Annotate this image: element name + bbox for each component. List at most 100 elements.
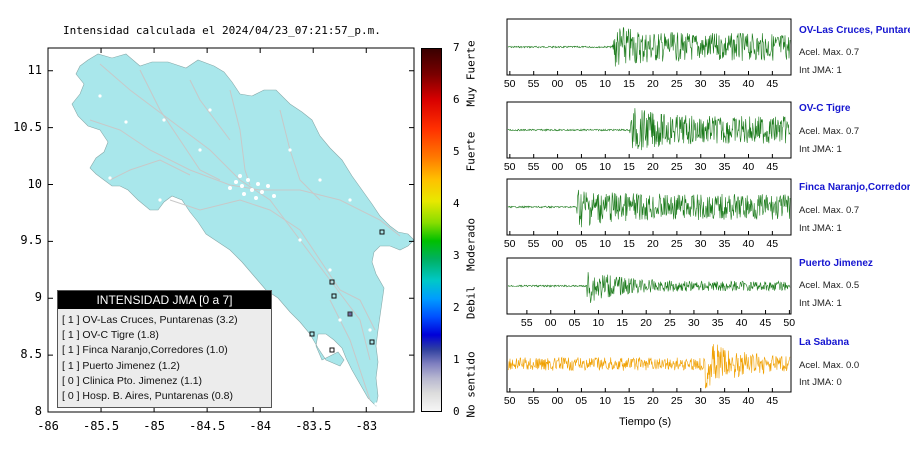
waveform-tick-label: 20 [647, 78, 659, 90]
colorbar-value: 4 [453, 197, 460, 210]
waveform-tick-label: 25 [670, 238, 683, 250]
colorbar-value: 0 [453, 405, 460, 418]
waveform-tick-label: 45 [766, 395, 779, 407]
city-dots [98, 94, 378, 406]
waveform-tick-label: 05 [568, 317, 581, 329]
legend-row: [ 1 ] Puerto Jimenez (1.2) [62, 359, 180, 372]
waveform-trace [507, 189, 791, 228]
map-y-tick-label: 9 [34, 290, 42, 305]
map-x-tick-label: -85.5 [83, 419, 120, 433]
station-name: La Sabana [799, 337, 850, 348]
waveform-tick-label: 20 [647, 161, 659, 173]
station-int: Int JMA: 1 [799, 298, 842, 309]
station-int: Int JMA: 0 [799, 377, 842, 388]
map-x-tick-label: -83.5 [295, 419, 332, 433]
waveform-tick-label: 40 [742, 238, 755, 250]
legend-row: [ 1 ] OV-Las Cruces, Puntarenas (3.2) [62, 314, 238, 326]
waveform-tick-label: 10 [599, 395, 611, 407]
waveform-tick-label: 05 [575, 78, 588, 90]
map-y-tick-label: 10 [27, 176, 42, 191]
map-x-tick-label: -84.5 [189, 419, 226, 433]
waveform-tick-label: 00 [544, 317, 557, 329]
colorbar-value: 2 [453, 301, 460, 314]
map-title: Intensidad calculada el 2024/04/23_07:21… [63, 24, 381, 37]
waveform-tick-label: 45 [759, 317, 772, 329]
waveform-tick-label: 35 [718, 238, 731, 250]
waveform-tick-label: 40 [742, 78, 755, 90]
station-name: OV-Las Cruces, Puntarenas [799, 25, 910, 36]
time-axis-label: Tiempo (s) [619, 416, 672, 428]
station-int: Int JMA: 1 [799, 65, 842, 76]
map-x-tick-label: -85 [143, 419, 165, 433]
legend-row: [ 1 ] Finca Naranjo,Corredores (1.0) [62, 344, 228, 357]
legend-row: [ 1 ] OV-C Tigre (1.8) [62, 329, 159, 342]
map-x-tick-label: -83 [355, 419, 378, 433]
waveform-tick-label: 15 [623, 78, 635, 90]
waveform-tick-label: 00 [551, 395, 564, 407]
waveform-trace [507, 108, 791, 151]
legend-row: [ 0 ] Clinica Pto. Jimenez (1.1) [62, 374, 203, 387]
waveform-tick-label: 20 [647, 395, 659, 407]
waveform-tick-label: 15 [616, 317, 629, 329]
waveform-tick-label: 40 [742, 161, 755, 173]
waveform-tick-label: 40 [742, 395, 755, 407]
waveform-tick-label: 15 [623, 161, 635, 173]
waveform-tick-label: 50 [503, 78, 516, 90]
waveform-tick-label: 45 [766, 161, 779, 173]
waveform-tick-label: 45 [766, 78, 779, 90]
colorbar-value: 5 [453, 145, 460, 158]
waveform-tick-label: 35 [718, 395, 731, 407]
map-y-tick-label: 11 [27, 62, 42, 77]
waveform-tick-label: 50 [783, 317, 796, 329]
waveform-tick-label: 50 [503, 238, 516, 250]
legend-title: INTENSIDAD JMA [0 a 7] [58, 291, 271, 309]
waveform-tick-label: 55 [527, 161, 540, 173]
waveform-tick-label: 00 [551, 78, 564, 90]
waveform-tick-label: 25 [664, 317, 676, 329]
waveform-frame [506, 335, 792, 393]
waveform-tick-label: 15 [623, 395, 635, 407]
waveform-tick-label: 30 [694, 78, 707, 90]
map-x-tick-label: -84 [249, 419, 272, 433]
colorbar-value: 6 [453, 93, 460, 106]
waveform-tick-label: 10 [599, 161, 611, 173]
waveform-tick-label: 20 [647, 238, 659, 250]
station-name: Puerto Jimenez [799, 258, 873, 269]
waveform-tick-label: 30 [687, 317, 700, 329]
waveform-tick-label: 05 [575, 161, 588, 173]
costa-rica-land [71, 53, 414, 407]
map-roads [89, 63, 401, 401]
map-frame [47, 47, 415, 413]
station-acel: Acel. Max. 0.5 [799, 280, 860, 291]
waveform-tick-label: 55 [527, 78, 540, 90]
waveform-tick-label: 30 [694, 395, 707, 407]
waveform-tick-label: 05 [575, 238, 588, 250]
waveform-tick-label: 10 [599, 78, 611, 90]
waveform-tick-label: 30 [694, 238, 707, 250]
waveform-tick-label: 55 [520, 317, 533, 329]
waveform-trace [507, 344, 791, 389]
station-acel: Acel. Max. 0.7 [799, 47, 860, 58]
waveform-tick-label: 25 [670, 78, 683, 90]
waveform-tick-label: 50 [503, 161, 516, 173]
waveform-tick-label: 00 [551, 238, 564, 250]
map-x-tick-label: -86 [37, 419, 59, 433]
map-y-tick-label: 10.5 [13, 119, 42, 134]
intensity-legend: INTENSIDAD JMA [0 a 7] [ 1 ] OV-Las Cruc… [57, 290, 272, 408]
station-int: Int JMA: 1 [799, 223, 842, 234]
map-y-tick-label: 9.5 [20, 233, 42, 248]
station-markers [309, 229, 385, 353]
waveform-tick-label: 35 [718, 161, 731, 173]
waveform-tick-label: 25 [670, 395, 683, 407]
station-int: Int JMA: 1 [799, 144, 842, 155]
waveform-tick-label: 55 [527, 395, 540, 407]
map-y-tick-label: 8 [34, 404, 42, 418]
station-acel: Acel. Max. 0.7 [799, 205, 860, 216]
intensity-colorbar [421, 48, 442, 412]
colorbar-value: 1 [453, 353, 460, 366]
waveform-trace [508, 272, 791, 303]
waveform-trace [507, 27, 791, 67]
station-name: Finca Naranjo,Corredores [799, 182, 910, 193]
waveform-tick-label: 10 [599, 238, 611, 250]
